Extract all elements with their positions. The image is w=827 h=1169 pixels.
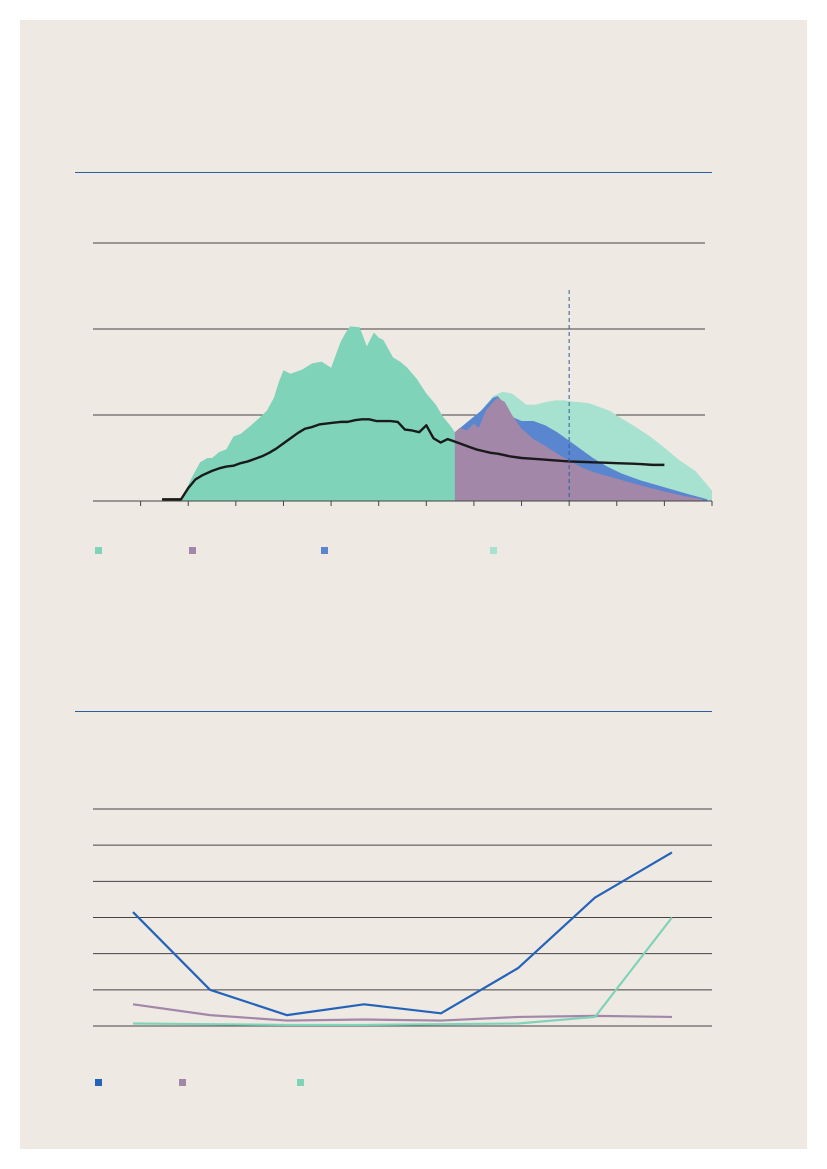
chart2-header-rule	[75, 711, 712, 712]
chart1-series-line-4	[162, 418, 665, 501]
chart2-series-line-0	[132, 851, 673, 1017]
chart2-series-line-2	[132, 916, 673, 1027]
page	[20, 20, 807, 1149]
chart2-legend-swatch-2	[297, 1079, 304, 1086]
chart1-series-area-0	[181, 326, 455, 501]
chart1-legend-swatch-0	[95, 547, 102, 554]
chart1-legend-swatch-2	[321, 547, 328, 554]
chart2-legend-swatch-0	[95, 1079, 102, 1086]
chart2-series-line-1	[132, 1003, 673, 1022]
area-chart	[93, 242, 713, 554]
chart1-header-rule	[75, 172, 712, 173]
chart2-legend-swatch-1	[179, 1079, 186, 1086]
chart1-legend-swatch-3	[490, 547, 497, 554]
line-chart	[93, 808, 712, 1086]
chart1-legend-swatch-1	[189, 547, 196, 554]
chart1-series-area-3	[454, 397, 703, 501]
